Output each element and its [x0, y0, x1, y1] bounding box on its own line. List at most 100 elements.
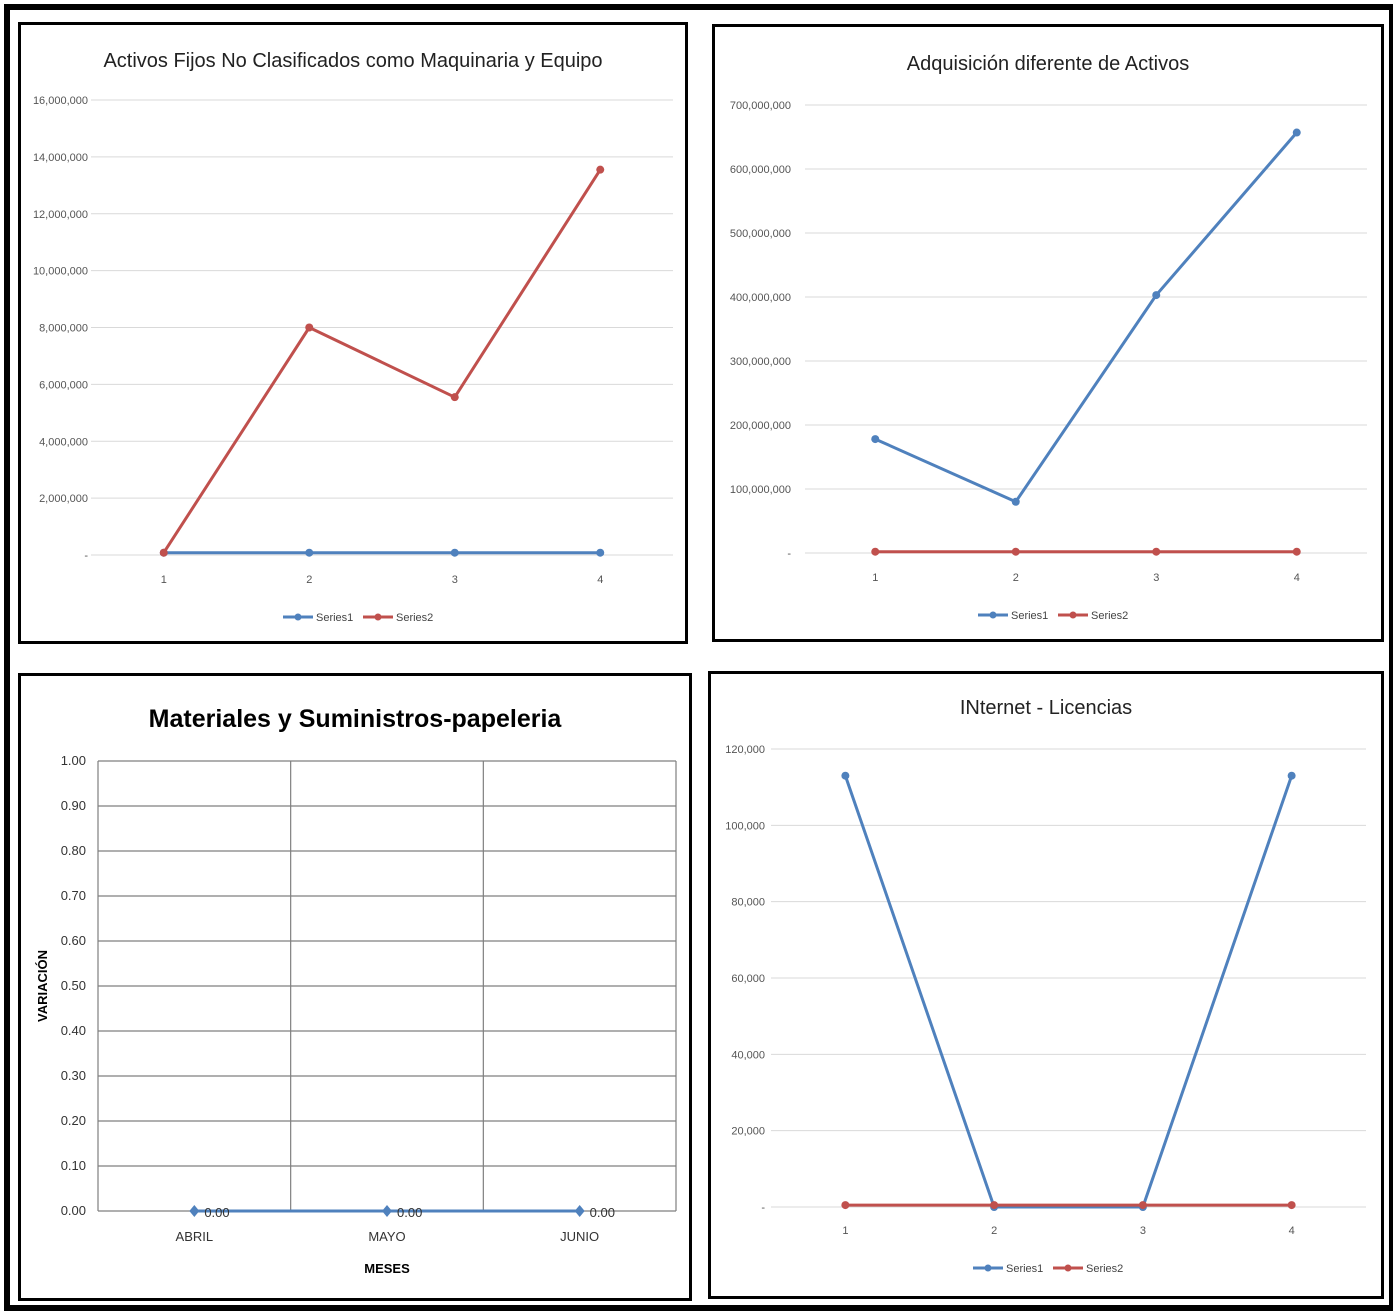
- y-tick-label: 0.10: [61, 1158, 86, 1173]
- data-label: 0.00: [204, 1205, 229, 1220]
- series-line-series2: [162, 168, 602, 554]
- legend-label: Series2: [1091, 610, 1128, 622]
- data-point: [382, 1205, 392, 1217]
- x-tick-label: 2: [306, 574, 312, 586]
- x-tick-label: 3: [452, 574, 458, 586]
- data-point: [1152, 547, 1161, 556]
- legend-label: Series1: [1006, 1263, 1043, 1275]
- data-point: [871, 547, 880, 556]
- data-point: [1292, 547, 1301, 556]
- y-tick-label: 0.00: [61, 1203, 86, 1218]
- data-point: [159, 548, 168, 557]
- legend-marker: [294, 613, 302, 621]
- chart-panel-internet: INternet - Licencias - 20,000 40,000 60,000 8…: [708, 671, 1384, 1299]
- y-tick-label: 16,000,000: [33, 95, 88, 107]
- y-tick-label: 100,000: [725, 820, 765, 832]
- y-tick-label: 20,000: [731, 1126, 765, 1138]
- data-label: 0.00: [397, 1205, 422, 1220]
- data-point: [450, 548, 459, 557]
- data-point: [871, 435, 880, 444]
- y-tick-label: 100,000,000: [730, 484, 791, 496]
- y-tick-label: 12,000,000: [33, 209, 88, 221]
- data-point: [1292, 128, 1301, 137]
- y-tick-label: 6,000,000: [39, 379, 88, 391]
- x-tick-label: 1: [842, 1225, 848, 1237]
- y-tick-label: 500,000,000: [730, 228, 791, 240]
- legend-marker: [374, 613, 382, 621]
- chart-activos-fijos: Activos Fijos No Clasificados como Maqui…: [33, 50, 673, 624]
- y-tick-label: 1.00: [61, 753, 86, 768]
- chart-title: Adquisición diferente de Activos: [907, 53, 1189, 75]
- y-tick-label: 0.70: [61, 888, 86, 903]
- y-tick-label: 60,000: [731, 973, 765, 985]
- y-tick-label: 120,000: [725, 744, 765, 756]
- chart-panel-adquisicion: Adquisición diferente de Activos - 100,000…: [712, 24, 1384, 642]
- x-tick-label: 1: [161, 574, 167, 586]
- data-point: [1011, 547, 1020, 556]
- x-tick-label: ABRIL: [176, 1229, 214, 1244]
- x-tick-label: 1: [872, 572, 878, 584]
- legend-label: Series1: [316, 612, 353, 624]
- x-tick-label: 2: [1013, 572, 1019, 584]
- y-tick-label: 300,000,000: [730, 356, 791, 368]
- series-line-series1: [874, 131, 1298, 504]
- y-tick-label: 4,000,000: [39, 436, 88, 448]
- data-point: [596, 548, 605, 557]
- y-tick-label: 0.30: [61, 1068, 86, 1083]
- x-tick-label: 4: [597, 574, 603, 586]
- y-tick-label: 0.90: [61, 798, 86, 813]
- legend-label: Series1: [1011, 610, 1048, 622]
- chart-title: Activos Fijos No Clasificados como Maqui…: [103, 50, 602, 72]
- y-tick-label: 700,000,000: [730, 100, 791, 112]
- data-point: [841, 1201, 850, 1210]
- data-point: [1287, 1201, 1296, 1210]
- y-tick-label: 80,000: [731, 897, 765, 909]
- y-tick-label: 40,000: [731, 1049, 765, 1061]
- data-point: [1011, 497, 1020, 506]
- data-point: [450, 393, 459, 402]
- y-tick-label: 0.60: [61, 933, 86, 948]
- chart-panel-activos-fijos: Activos Fijos No Clasificados como Maqui…: [18, 22, 688, 644]
- chart-internet: INternet - Licencias - 20,000 40,000 60,000 8…: [725, 697, 1366, 1275]
- y-tick-label: 600,000,000: [730, 164, 791, 176]
- data-point: [305, 323, 314, 332]
- chart-title: Materiales y Suministros-papeleria: [149, 705, 563, 733]
- legend-marker: [1069, 611, 1077, 619]
- y-tick-label: -: [761, 1202, 765, 1214]
- x-tick-label: JUNIO: [560, 1229, 599, 1244]
- legend-label: Series2: [396, 612, 433, 624]
- x-tick-label: 3: [1140, 1225, 1146, 1237]
- data-point: [189, 1205, 200, 1217]
- data-point: [841, 771, 850, 780]
- data-point: [1152, 291, 1161, 300]
- x-tick-label: 2: [991, 1225, 997, 1237]
- x-tick-label: 4: [1294, 572, 1300, 584]
- x-tick-label: 4: [1289, 1225, 1295, 1237]
- data-point: [990, 1201, 999, 1210]
- legend-marker: [984, 1264, 992, 1272]
- y-tick-label: -: [84, 550, 88, 562]
- legend-label: Series2: [1086, 1263, 1123, 1275]
- chart-adquisicion: Adquisición diferente de Activos - 100,000…: [730, 53, 1367, 622]
- x-axis-title: MESES: [364, 1261, 410, 1276]
- y-tick-label: 0.20: [61, 1113, 86, 1128]
- data-point: [596, 165, 605, 174]
- chart-title: INternet - Licencias: [960, 697, 1132, 719]
- y-tick-label: 200,000,000: [730, 420, 791, 432]
- data-label: 0.00: [590, 1205, 615, 1220]
- legend-marker: [989, 611, 997, 619]
- y-tick-label: 0.80: [61, 843, 86, 858]
- data-point: [305, 548, 314, 557]
- data-point: [1287, 771, 1296, 780]
- x-tick-label: 3: [1153, 572, 1159, 584]
- y-tick-label: 10,000,000: [33, 266, 88, 278]
- y-axis-title: VARIACIÓN: [35, 950, 50, 1022]
- series-line-series1: [843, 775, 1294, 1209]
- y-tick-label: 2,000,000: [39, 493, 88, 505]
- y-tick-label: -: [787, 548, 791, 560]
- data-point: [1138, 1201, 1147, 1210]
- legend-marker: [1064, 1264, 1072, 1272]
- y-tick-label: 8,000,000: [39, 323, 88, 335]
- y-tick-label: 400,000,000: [730, 292, 791, 304]
- chart-materiales: Materiales y Suministros-papeleria 0.00 0.…: [35, 705, 677, 1276]
